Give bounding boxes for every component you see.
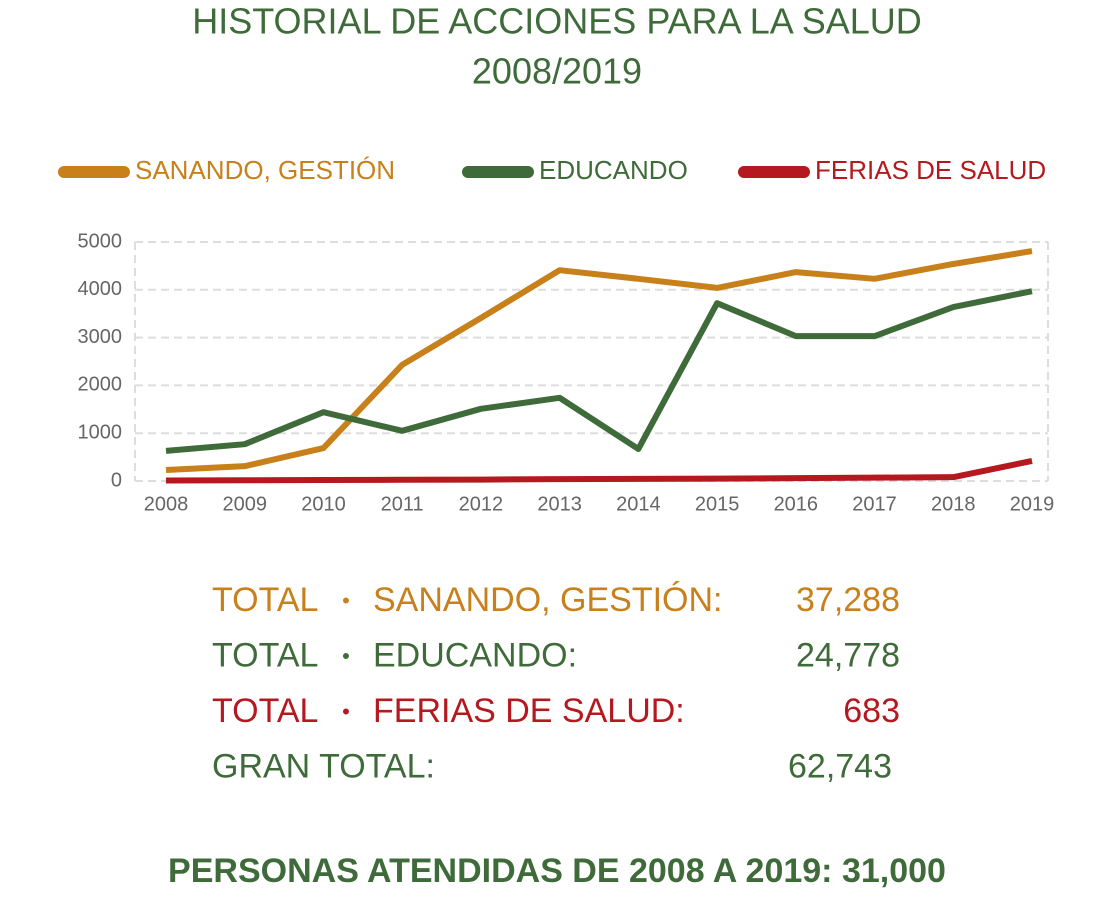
summary-name: GRAN TOTAL: — [212, 747, 435, 785]
legend-label: EDUCANDO — [539, 155, 688, 185]
x-tick-label: 2018 — [931, 493, 976, 515]
series-line — [165, 457, 1033, 484]
summary-value: 24,778 — [796, 636, 900, 674]
summary-sep: • — [342, 699, 350, 724]
x-tick-label: 2011 — [381, 493, 424, 515]
y-tick-label: 4000 — [78, 278, 123, 300]
legend-label: FERIAS DE SALUD — [815, 155, 1046, 185]
summary-name: SANANDO, GESTIÓN: — [373, 581, 723, 619]
x-tick-label: 2012 — [459, 493, 504, 515]
summary-name: EDUCANDO: — [373, 636, 577, 674]
x-tick-label: 2009 — [222, 493, 267, 515]
summary-value: 683 — [843, 692, 900, 730]
footer: PERSONAS ATENDIDAS DE 2008 A 2019: 31,00… — [168, 852, 946, 890]
x-tick-label: 2016 — [774, 493, 819, 515]
x-tick-label: 2017 — [852, 493, 897, 515]
summary-prefix: TOTAL — [212, 636, 318, 674]
series-line — [165, 248, 1033, 474]
y-tick-label: 5000 — [78, 230, 123, 252]
x-tick-label: 2008 — [144, 493, 189, 515]
x-tick-label: 2019 — [1010, 493, 1055, 515]
chart-subtitle: 2008/2019 — [472, 51, 642, 92]
x-tick-label: 2010 — [301, 493, 346, 515]
x-tick-label: 2015 — [695, 493, 740, 515]
y-tick-label: 2000 — [78, 374, 123, 396]
summary-value: 62,743 — [788, 747, 892, 785]
summary-value: 37,288 — [796, 581, 900, 619]
x-tick-label: 2014 — [616, 493, 661, 515]
legend-label: SANANDO, GESTIÓN — [135, 155, 395, 185]
y-tick-label: 0 — [111, 469, 122, 491]
summary-prefix: TOTAL — [212, 692, 318, 730]
summary-name: FERIAS DE SALUD: — [373, 692, 685, 730]
chart-title: HISTORIAL DE ACCIONES PARA LA SALUD — [192, 1, 922, 42]
summary-prefix: TOTAL — [212, 581, 318, 619]
y-tick-label: 1000 — [78, 421, 123, 443]
series-line — [165, 288, 1033, 454]
x-tick-label: 2013 — [537, 493, 582, 515]
summary-sep: • — [342, 643, 350, 668]
summary-sep: • — [342, 588, 350, 613]
y-tick-label: 3000 — [78, 326, 123, 348]
